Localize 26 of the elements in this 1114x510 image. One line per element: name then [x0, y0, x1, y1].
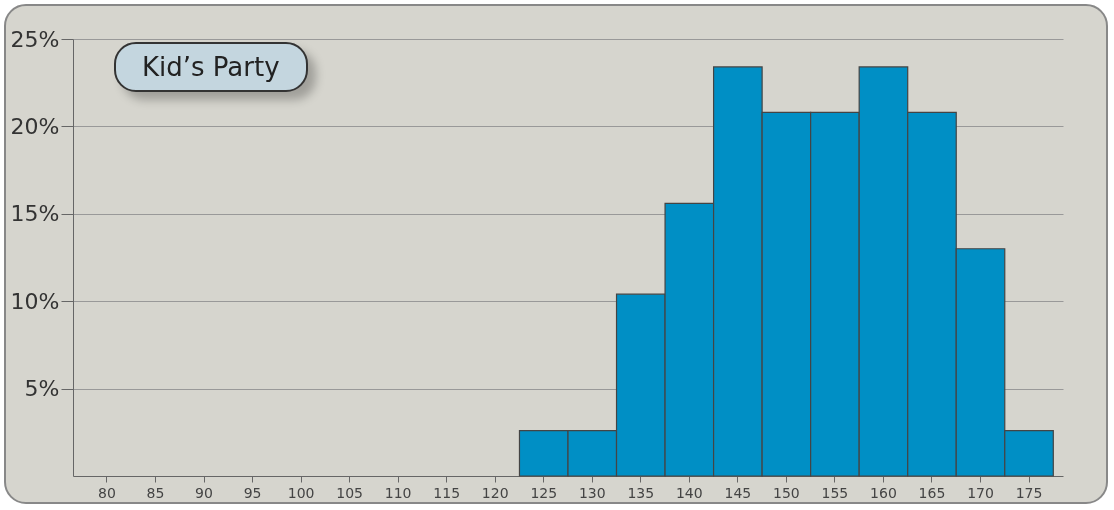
x-tick-label: 110: [384, 484, 412, 501]
x-tick-label: 120: [481, 484, 509, 501]
x-tick-label: 130: [578, 484, 606, 501]
x-tick-label: 175: [1015, 484, 1043, 501]
x-tick-label: 145: [724, 484, 752, 501]
x-tick-label: 155: [821, 484, 849, 501]
x-tick-label: 135: [627, 484, 655, 501]
x-tick-label: 125: [530, 484, 558, 501]
x-tick-label: 165: [918, 484, 946, 501]
x-tick-label: 85: [146, 484, 165, 501]
text: Kid’s Party: [114, 42, 308, 92]
x-tick-label: 170: [967, 484, 994, 501]
x-tick-label: 95: [243, 484, 262, 501]
x-tick-label: 100: [287, 484, 315, 501]
x-tick-label: 90: [195, 484, 213, 501]
x-tick-label: 150: [773, 484, 800, 501]
y-tick-label: 25%: [10, 26, 60, 52]
x-tick-label: 80: [98, 484, 116, 501]
y-tick-label: 10%: [10, 288, 60, 314]
x-tick-label: 115: [433, 484, 461, 501]
y-tick-label: 20%: [10, 113, 60, 139]
x-tick-label: 160: [870, 484, 897, 501]
y-tick-label: 15%: [10, 201, 60, 227]
y-tick-label: 5%: [24, 376, 60, 402]
x-tick-label: 105: [336, 484, 363, 501]
x-tick-label: 140: [675, 484, 703, 501]
